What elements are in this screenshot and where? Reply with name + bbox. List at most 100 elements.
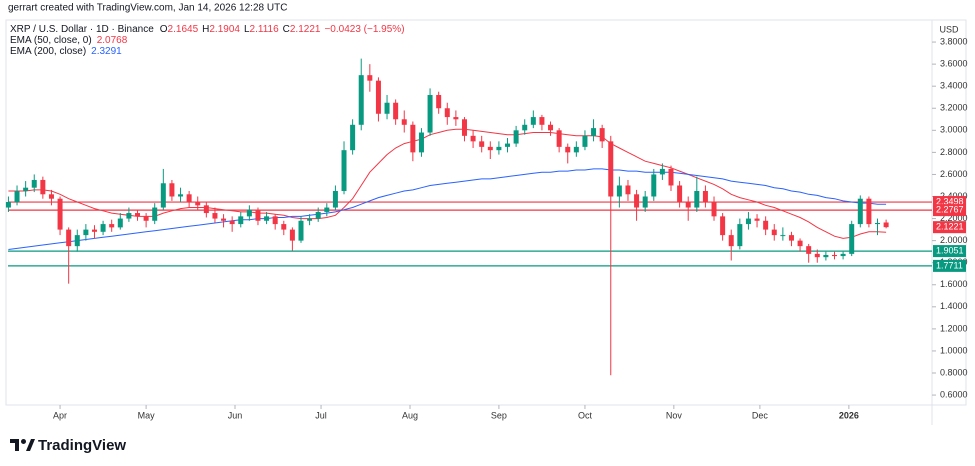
- candle-body: [556, 130, 562, 147]
- candle-body: [530, 117, 536, 125]
- candle-body: [754, 218, 760, 221]
- candle: [66, 227, 72, 284]
- candle: [702, 185, 708, 208]
- candle: [505, 138, 511, 153]
- ohlc-value: 2.1116: [250, 24, 280, 35]
- candle-body: [91, 229, 97, 232]
- candle: [23, 181, 29, 197]
- candle-body: [169, 183, 175, 197]
- y-tick-label: 1.4000: [940, 301, 968, 311]
- candle-body: [668, 168, 674, 186]
- candle: [582, 130, 588, 151]
- legend-name: EMA (200, close): [10, 46, 86, 57]
- candle: [659, 163, 665, 180]
- candle: [728, 229, 734, 261]
- ohlc-letter: L: [244, 24, 250, 35]
- price-label: 1.7711: [936, 260, 963, 270]
- candle-body: [393, 102, 399, 120]
- y-tick-label: 2.0000: [940, 235, 968, 245]
- y-tick-label: 0.6000: [940, 389, 968, 399]
- candle: [212, 207, 218, 223]
- candle: [186, 190, 192, 208]
- candle-body: [616, 185, 622, 197]
- candle-body: [281, 224, 287, 230]
- price-label-box: [933, 245, 966, 258]
- candle: [74, 229, 80, 252]
- candle: [444, 102, 450, 125]
- candle-body: [866, 198, 872, 225]
- legend-row: EMA (50, close, 0) 2.0768: [10, 35, 128, 46]
- candle: [229, 216, 235, 232]
- candle: [642, 190, 648, 212]
- candle: [685, 196, 691, 221]
- candle-body: [711, 202, 717, 217]
- candle-body: [513, 130, 519, 144]
- candle-body: [453, 117, 459, 120]
- candle-body: [238, 216, 244, 225]
- legend-value: 2.0768: [97, 35, 128, 46]
- candle-body: [849, 224, 855, 254]
- candle: [737, 218, 743, 250]
- candle-body: [831, 254, 837, 257]
- y-tick-label: 2.6000: [940, 169, 968, 179]
- x-tick-label: Jul: [315, 410, 327, 420]
- candle-body: [298, 220, 304, 241]
- change: −0.0423 (−1.95%): [324, 24, 404, 35]
- candle: [513, 125, 519, 147]
- candle-body: [763, 220, 769, 230]
- y-tick-label: 2.2000: [940, 213, 968, 223]
- candle-body: [702, 190, 708, 203]
- candle: [100, 220, 106, 236]
- candle: [771, 224, 777, 241]
- candle-body: [229, 220, 235, 225]
- candle: [410, 121, 416, 162]
- legend-row: XRP / U.S. Dollar · 1D · Binance O2.1645 H…: [10, 24, 405, 35]
- candle-body: [289, 229, 295, 241]
- caption: gerrart created with TradingView.com, Ja…: [8, 3, 287, 14]
- candle: [135, 209, 141, 221]
- x-tick-label: Sep: [491, 410, 507, 420]
- candle-body: [814, 253, 820, 258]
- candle: [117, 213, 123, 230]
- candle-body: [720, 216, 726, 236]
- candle: [788, 231, 794, 247]
- price-label: 2.1221: [936, 222, 964, 232]
- candle-body: [418, 132, 424, 153]
- candle-body: [135, 213, 141, 217]
- candle-body: [74, 235, 80, 247]
- candle: [5, 196, 11, 212]
- candle: [797, 238, 803, 252]
- candle: [470, 130, 476, 148]
- candle-body: [788, 235, 794, 241]
- candle: [332, 185, 338, 210]
- candle-body: [883, 222, 889, 228]
- candle-body: [806, 246, 812, 254]
- candle-body: [246, 209, 252, 217]
- candle: [539, 114, 545, 131]
- candle: [806, 243, 812, 263]
- candle-body: [48, 194, 54, 199]
- ohlc-letter: C: [283, 24, 290, 35]
- candle-body: [823, 254, 829, 258]
- price-label: 2.2767: [936, 204, 964, 214]
- price-label: 1.9051: [936, 245, 964, 255]
- y-tick-label: 3.6000: [940, 59, 968, 69]
- candle: [831, 251, 837, 260]
- y-tick-label: 3.8000: [940, 36, 968, 46]
- y-tick-label: 2.8000: [940, 147, 968, 157]
- candle: [436, 91, 442, 114]
- candle-body: [152, 207, 158, 221]
- candle: [763, 216, 769, 236]
- candle: [238, 211, 244, 228]
- candle-body: [367, 75, 373, 81]
- candle: [754, 214, 760, 228]
- candle-body: [797, 240, 803, 247]
- candle-body: [479, 141, 485, 147]
- candle-body: [771, 229, 777, 236]
- candle: [427, 88, 433, 136]
- y-tick-label: 0.8000: [940, 367, 968, 377]
- candle: [272, 214, 278, 230]
- y-tick-label: 3.2000: [940, 103, 968, 113]
- legend-value: 2.3291: [91, 46, 122, 57]
